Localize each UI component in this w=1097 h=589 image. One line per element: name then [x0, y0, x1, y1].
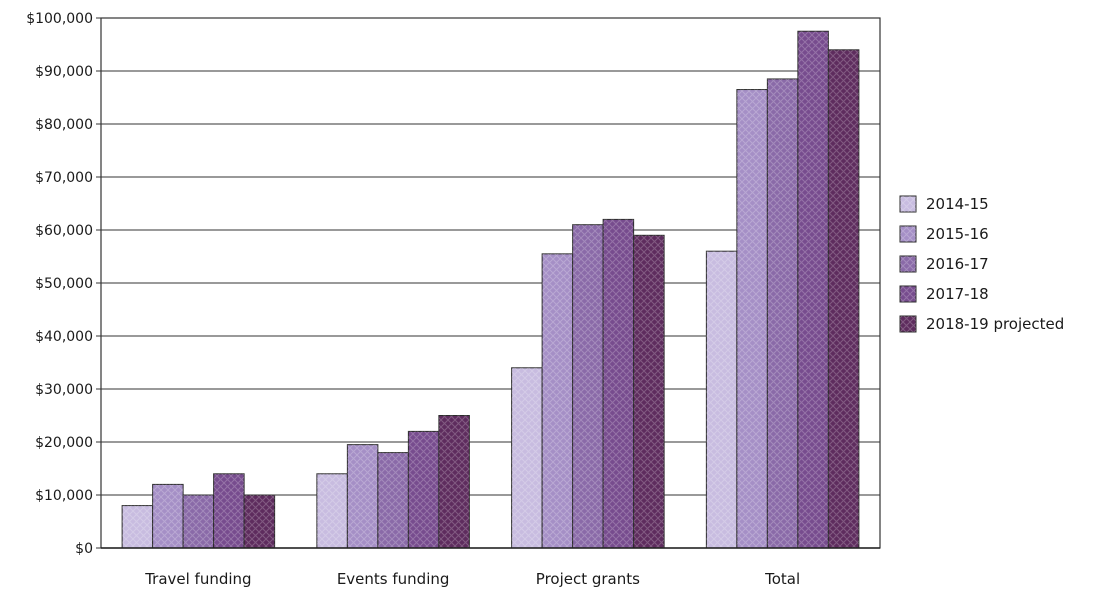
y-tick-label: $100,000	[26, 11, 93, 27]
y-tick-label: $30,000	[35, 382, 93, 398]
y-tick-label: $10,000	[35, 488, 93, 504]
bar-pattern	[347, 444, 378, 548]
bar-pattern	[438, 415, 470, 548]
legend-swatch-pattern	[900, 226, 916, 242]
bar	[572, 224, 604, 549]
bar-pattern	[408, 431, 439, 548]
legend-item: 2015-16	[899, 225, 989, 243]
bar	[766, 78, 799, 549]
legend-label: 2014-15	[926, 195, 989, 213]
legend-item: 2017-18	[899, 285, 989, 303]
bar	[541, 253, 574, 549]
bar-pattern	[797, 31, 829, 548]
bar	[602, 218, 635, 549]
legend-swatch-pattern	[900, 256, 916, 272]
bar-pattern	[542, 253, 573, 548]
bar	[633, 234, 665, 549]
x-category-label: Events funding	[337, 570, 450, 588]
bar-pattern	[316, 473, 348, 548]
bars	[121, 30, 860, 549]
legend-swatch-pattern	[900, 316, 916, 332]
legend-item: 2018-19 projected	[899, 315, 1064, 333]
bar	[243, 494, 276, 549]
bar-pattern	[244, 495, 275, 548]
bar-pattern	[152, 484, 184, 548]
x-axis-category-labels: Travel funding Events funding Project gran…	[144, 570, 800, 588]
legend-item: 2016-17	[899, 255, 989, 273]
bar	[377, 452, 409, 549]
legend-swatch-pattern	[900, 196, 916, 212]
bar	[213, 473, 245, 549]
bar-pattern	[377, 452, 409, 548]
y-axis-tick-labels: $0 $10,000 $20,000 $30,000 $40,000 $50,000 $60…	[26, 11, 93, 557]
y-tick-label: $60,000	[35, 223, 93, 239]
y-tick-label: $50,000	[35, 276, 93, 292]
bar-pattern	[572, 224, 604, 548]
bar-pattern	[122, 505, 153, 548]
legend: 2014-15 2015-16 2016-17 2017-18 2018-19 proj…	[899, 195, 1064, 333]
legend-label: 2016-17	[926, 255, 989, 273]
bar-pattern	[511, 367, 543, 548]
bar	[316, 473, 348, 549]
y-tick-label: $70,000	[35, 170, 93, 186]
bar	[797, 30, 829, 549]
bar	[705, 250, 738, 549]
bar-pattern	[767, 78, 798, 548]
bar	[736, 89, 768, 549]
y-tick-label: $40,000	[35, 329, 93, 345]
bar-pattern	[706, 251, 737, 548]
legend-label: 2015-16	[926, 225, 989, 243]
bar-pattern	[183, 495, 214, 548]
axes	[96, 17, 881, 549]
bar-pattern	[828, 49, 859, 549]
x-category-label: Travel funding	[144, 570, 251, 588]
bar	[121, 505, 154, 549]
y-tick-label: $0	[75, 541, 93, 557]
bar	[152, 483, 184, 549]
bar	[346, 444, 379, 549]
legend-item: 2014-15	[899, 195, 989, 213]
bar	[827, 49, 860, 549]
bar-pattern	[736, 89, 768, 549]
bar-pattern	[213, 473, 245, 548]
bar-pattern	[603, 219, 634, 548]
x-category-label: Total	[764, 570, 800, 588]
y-tick-label: $90,000	[35, 64, 93, 80]
y-tick-label: $20,000	[35, 435, 93, 451]
legend-label: 2017-18	[926, 285, 989, 303]
x-category-label: Project grants	[536, 570, 640, 588]
bar-pattern	[633, 235, 665, 549]
bar	[511, 367, 543, 549]
bar	[407, 430, 440, 549]
y-tick-label: $80,000	[35, 117, 93, 133]
legend-swatch-pattern	[900, 286, 916, 302]
bar	[438, 415, 470, 549]
legend-label: 2018-19 projected	[926, 315, 1064, 333]
bar	[182, 494, 215, 549]
